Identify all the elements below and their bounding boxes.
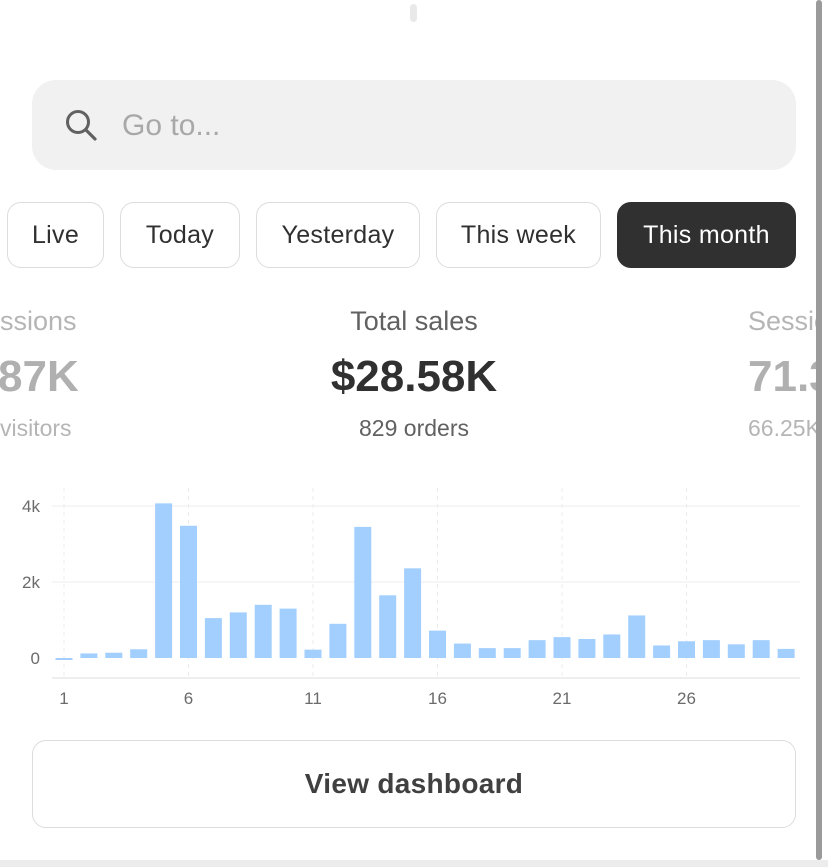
filter-this-month-label: This month — [643, 220, 770, 249]
chart-bar — [752, 640, 770, 658]
chart-bar — [354, 526, 372, 658]
stat-value: 71.3 — [748, 352, 816, 401]
chart-bar — [329, 623, 347, 658]
y-tick-label: 4k — [22, 497, 40, 516]
stat-label: Sessio — [748, 306, 816, 336]
filter-this-week[interactable]: This week — [436, 202, 601, 268]
stat-card-sessions-right[interactable]: Sessio 71.3 66.25K — [748, 0, 816, 450]
y-tick-label: 0 — [31, 649, 40, 668]
x-tick-label: 1 — [59, 689, 68, 708]
bottom-strip — [0, 860, 828, 867]
view-dashboard-label: View dashboard — [304, 768, 524, 799]
stat-sub: 829 orders — [359, 415, 469, 441]
filter-today-label: Today — [145, 220, 215, 249]
chart-bar — [130, 649, 148, 658]
chart-bar — [304, 649, 322, 658]
chart-bar — [727, 644, 745, 658]
chart-bar — [155, 503, 173, 658]
filter-live-label: Live — [31, 220, 80, 249]
search-input[interactable] — [120, 102, 764, 150]
stat-sub: 66.25K — [748, 415, 816, 441]
stat-label: ssions — [0, 306, 77, 336]
chart-bar — [204, 618, 222, 658]
view-dashboard-button[interactable]: View dashboard — [32, 740, 796, 828]
chart-bar — [653, 645, 671, 658]
chart-bar — [55, 658, 73, 660]
filter-live[interactable]: Live — [7, 202, 104, 268]
search-bar[interactable] — [32, 80, 796, 170]
chart-bar — [553, 637, 571, 658]
chart-bar — [429, 630, 446, 658]
chart-bar — [678, 641, 695, 658]
search-icon — [66, 110, 97, 141]
chart-bar — [478, 648, 496, 658]
chart-bar — [80, 653, 98, 658]
chart-bar — [453, 643, 471, 658]
chart-bar — [279, 608, 297, 658]
chart-bar — [379, 595, 397, 658]
stat-label: Total sales — [350, 306, 478, 336]
filter-yesterday[interactable]: Yesterday — [256, 202, 420, 268]
chart-bar — [528, 640, 546, 658]
chart-bar — [603, 634, 621, 658]
x-tick-label: 21 — [553, 689, 572, 708]
stat-value: 87K — [0, 352, 79, 401]
filter-today[interactable]: Today — [120, 202, 240, 268]
sheet-grabber[interactable] — [410, 4, 417, 22]
chart-bar — [503, 648, 521, 658]
x-tick-label: 6 — [184, 689, 193, 708]
stat-sub: visitors — [0, 415, 72, 441]
chart-bar — [777, 648, 795, 658]
filter-yesterday-label: Yesterday — [281, 220, 395, 249]
filter-this-week-label: This week — [460, 220, 577, 249]
scrollbar[interactable] — [816, 0, 822, 860]
x-tick-label: 11 — [304, 689, 322, 708]
chart-bar — [180, 525, 197, 658]
stat-value: $28.58K — [330, 352, 498, 401]
filter-this-month[interactable]: This month — [617, 202, 796, 268]
chart-bar — [254, 604, 272, 658]
y-tick-label: 2k — [22, 573, 40, 592]
chart-bar — [578, 639, 596, 658]
chart-bar — [105, 652, 123, 658]
chart-bar — [628, 615, 646, 658]
chart-bar — [229, 612, 247, 658]
chart-bar — [702, 640, 720, 658]
x-tick-label: 16 — [428, 689, 447, 708]
x-tick-label: 26 — [677, 689, 696, 708]
chart-bar — [404, 568, 422, 658]
